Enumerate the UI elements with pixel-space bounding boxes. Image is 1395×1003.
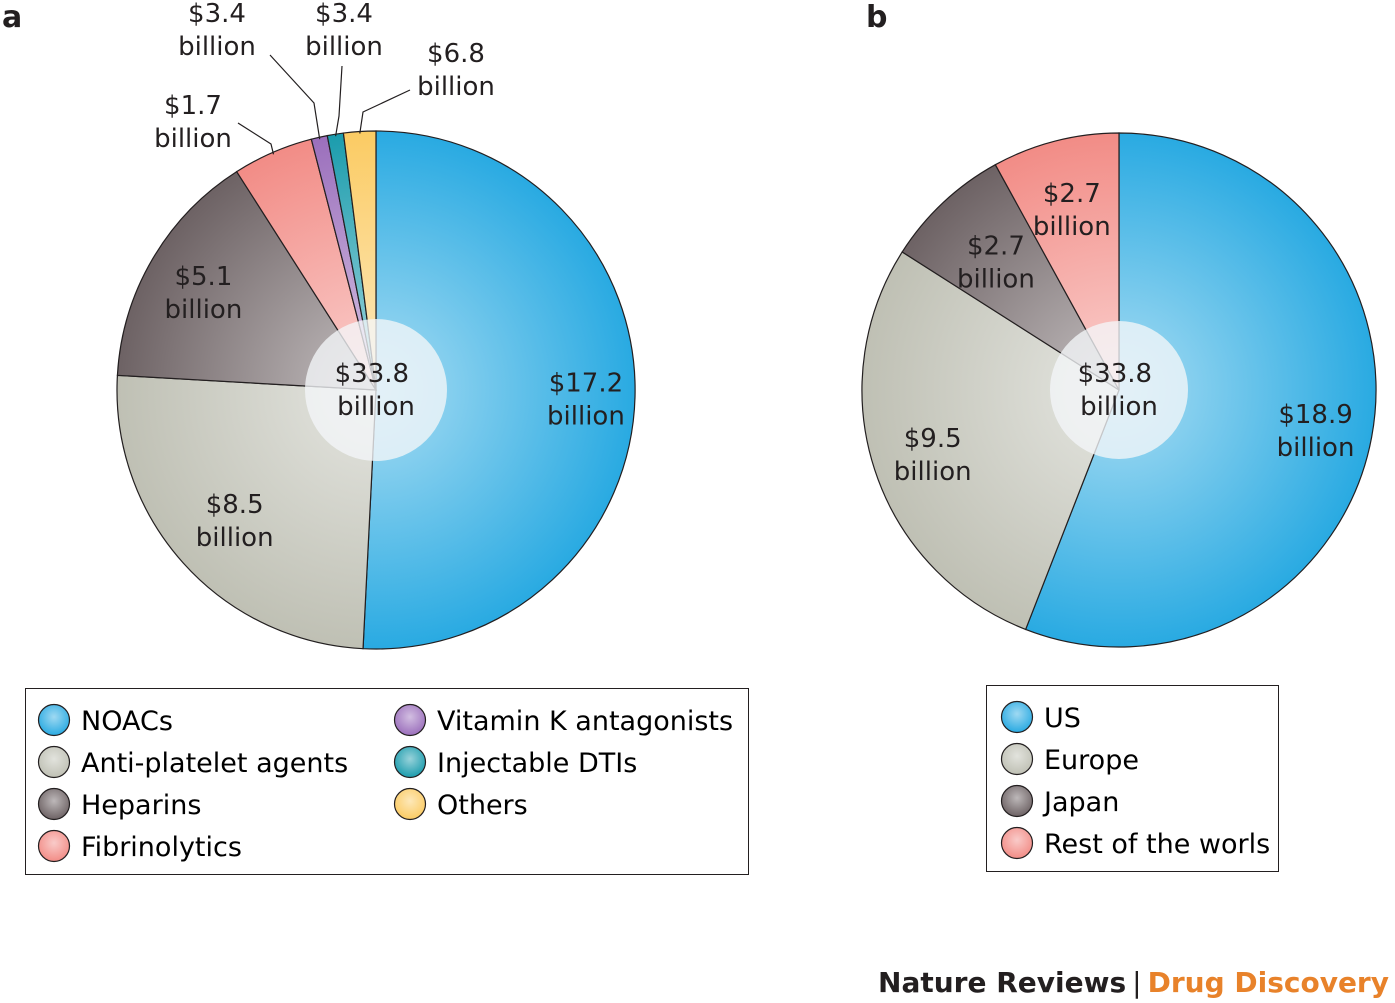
pie-a-label-anti-platelet-agents-unit: billion bbox=[196, 523, 274, 553]
pie-a-label-noacs-unit: billion bbox=[547, 401, 625, 431]
legend-a-swatch-vitamin-k-antagonists bbox=[393, 703, 427, 737]
pie-a-center-disc bbox=[305, 319, 447, 461]
pie-a-label-heparins: $5.1 billion bbox=[165, 262, 243, 325]
pie-a-slice-anti-platelet-agents bbox=[116, 374, 377, 650]
pie-a-label-heparins-unit: billion bbox=[165, 295, 243, 325]
pie-b-label-europe-value: $9.5 bbox=[904, 424, 962, 454]
pie-b-labels: $18.9 billion$9.5 billion$2.7 billion$2.7 bi… bbox=[894, 179, 1355, 487]
legend-b-swatch-us bbox=[1000, 700, 1034, 734]
legend-b-label-europe: Europe bbox=[1044, 745, 1139, 776]
pie-a-label-injectable-dtis-unit: billion bbox=[305, 32, 383, 62]
pie-b-label-us: $18.9 billion bbox=[1277, 400, 1355, 463]
pie-a-label-vitamin-k-antagonists-unit: billion bbox=[178, 32, 256, 62]
legend-b-label-japan: Japan bbox=[1042, 787, 1119, 818]
pie-b-label-rest-of-the-worls: $2.7 billion bbox=[1033, 179, 1111, 242]
legend-a-swatch-fibrinolytics bbox=[37, 829, 71, 863]
pie-a-leader-others bbox=[359, 89, 411, 134]
pie-a-label-injectable-dtis: $3.4 billion bbox=[305, 0, 383, 62]
pie-b-label-us-value: $18.9 bbox=[1278, 400, 1352, 430]
pie-a-label-noacs: $17.2 billion bbox=[547, 368, 625, 431]
pie-a-label-noacs-value: $17.2 bbox=[549, 368, 623, 398]
pie-b-label-japan: $2.7 billion bbox=[957, 232, 1035, 295]
pie-a-label-others-unit: billion bbox=[417, 72, 495, 102]
legend-b-swatch-rest-of-the-worls bbox=[1000, 826, 1034, 860]
pie-a-slice-noacs bbox=[362, 130, 636, 650]
pie-b-label-rest-of-the-worls-unit: billion bbox=[1033, 212, 1111, 242]
pie-a-center-total: $33.8 billion bbox=[335, 359, 418, 422]
legend-a-swatch-anti-platelet-agents bbox=[37, 745, 71, 779]
panel-a-letter: a bbox=[2, 0, 22, 35]
legend-a: NOACs Anti-platelet agents Heparins Fibrino… bbox=[25, 688, 749, 875]
panel-a: a $17.2 billion$8.5 billion$5.1 billion$1.7… bbox=[2, 0, 636, 650]
pie-a-label-vitamin-k-antagonists-value: $3.4 bbox=[188, 0, 246, 29]
pie-a-label-fibrinolytics-value: $1.7 bbox=[164, 91, 222, 121]
pie-a-leader-injectable-dtis bbox=[335, 65, 343, 137]
footer-section: Drug Discovery bbox=[1147, 966, 1389, 999]
pie-a-leaders bbox=[237, 54, 411, 155]
pie-b-label-japan-value: $2.7 bbox=[967, 232, 1025, 262]
pie-b-slice-us bbox=[1024, 132, 1377, 648]
pie-b-slice-japan bbox=[901, 163, 1120, 391]
pie-a-label-anti-platelet-agents-value: $8.5 bbox=[206, 490, 264, 520]
pie-b-center-disc bbox=[1050, 321, 1188, 459]
legend-b-items: US Europe Japan Rest of the worls bbox=[1000, 700, 1270, 860]
pie-b-label-japan-unit: billion bbox=[957, 265, 1035, 295]
pie-b-label-rest-of-the-worls-value: $2.7 bbox=[1043, 179, 1101, 209]
pie-b-label-us-unit: billion bbox=[1277, 433, 1355, 463]
legend-b-swatch-europe bbox=[1000, 742, 1034, 776]
legend-a-items: NOACs Anti-platelet agents Heparins Fibrino… bbox=[37, 703, 733, 863]
pie-a-label-anti-platelet-agents: $8.5 billion bbox=[196, 490, 274, 553]
pie-a-label-vitamin-k-antagonists: $3.4 billion bbox=[178, 0, 256, 62]
legend-a-swatch-heparins bbox=[37, 787, 71, 821]
pie-b-center-line2: billion bbox=[1080, 392, 1158, 422]
pie-a-label-fibrinolytics-unit: billion bbox=[154, 124, 232, 154]
pie-a-leader-vitamin-k-antagonists bbox=[269, 54, 321, 140]
legend-a-label-fibrinolytics: Fibrinolytics bbox=[81, 832, 242, 863]
legend-a-swatch-others bbox=[393, 787, 427, 821]
pie-b-slice-rest-of-the-worls bbox=[994, 132, 1120, 391]
legend-a-swatch-injectable-dtis bbox=[393, 745, 427, 779]
pie-a-slice-heparins bbox=[116, 170, 378, 391]
pie-b-center-total: $33.8 billion bbox=[1078, 359, 1161, 422]
legend-b-label-rest-of-the-worls: Rest of the worls bbox=[1044, 829, 1270, 860]
pie-a-label-injectable-dtis-value: $3.4 bbox=[315, 0, 373, 29]
journal-footer: Nature Reviews | Drug Discovery bbox=[878, 966, 1389, 999]
pie-a-leader-fibrinolytics bbox=[237, 122, 275, 155]
legend-a-label-injectable-dtis: Injectable DTIs bbox=[437, 748, 637, 779]
legend-a-label-anti-platelet-agents: Anti-platelet agents bbox=[81, 748, 348, 779]
legend-b-swatch-japan bbox=[1000, 784, 1034, 818]
pie-a-label-others-value: $6.8 bbox=[427, 39, 485, 69]
legend-a-label-others: Others bbox=[437, 790, 528, 821]
pie-b-label-europe: $9.5 billion bbox=[894, 424, 972, 487]
pie-b-label-europe-unit: billion bbox=[894, 457, 972, 487]
footer-separator: | bbox=[1132, 966, 1142, 999]
legend-a-label-vitamin-k-antagonists: Vitamin K antagonists bbox=[437, 706, 733, 737]
pie-b-center-line1: $33.8 bbox=[1078, 359, 1152, 389]
pie-a-label-fibrinolytics: $1.7 billion bbox=[154, 91, 232, 154]
pie-a-labels: $17.2 billion$8.5 billion$5.1 billion$1.7 bi… bbox=[154, 0, 625, 553]
pie-a-center-line1: $33.8 bbox=[335, 359, 409, 389]
legend-a-swatch-noacs bbox=[37, 703, 71, 737]
panel-b: b $18.9 billion$9.5 billion$2.7 billion$2.7… bbox=[861, 0, 1377, 648]
legend-b-label-us: US bbox=[1044, 703, 1081, 734]
legend-b: US Europe Japan Rest of the worls bbox=[986, 685, 1279, 872]
footer-journal: Nature Reviews bbox=[878, 966, 1127, 999]
pie-b-slices bbox=[861, 132, 1377, 648]
pie-b-slice-europe bbox=[861, 251, 1120, 631]
panel-b-letter: b bbox=[866, 0, 887, 35]
legend-a-label-noacs: NOACs bbox=[81, 706, 173, 737]
pie-a-label-heparins-value: $5.1 bbox=[174, 262, 232, 292]
pie-a-label-others: $6.8 billion bbox=[417, 39, 495, 102]
legend-a-label-heparins: Heparins bbox=[81, 790, 201, 821]
pie-a-center-line2: billion bbox=[337, 392, 415, 422]
